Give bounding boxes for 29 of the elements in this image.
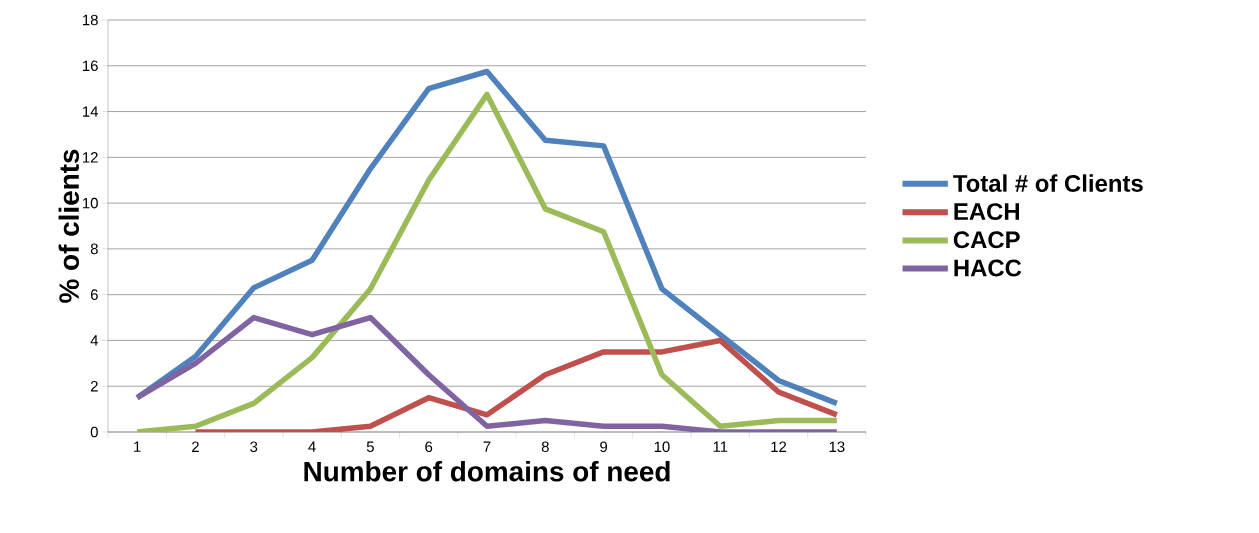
x-axis-title: Number of domains of need <box>304 460 670 482</box>
x-tick-label: 1 <box>134 441 141 452</box>
y-tick-label: 12 <box>83 152 98 163</box>
y-tick-label: 16 <box>83 60 98 72</box>
x-tick-label: 8 <box>541 441 549 453</box>
y-tick-label: 14 <box>83 106 99 117</box>
x-tick-label: 9 <box>600 441 608 453</box>
x-tick-label: 7 <box>483 441 491 452</box>
x-tick-label: 11 <box>713 441 728 452</box>
legend-label: CACP <box>953 231 1020 249</box>
y-axis-title: % of clients <box>58 149 80 303</box>
y-tick-label: 2 <box>90 381 98 392</box>
y-tick-label: 10 <box>83 197 98 209</box>
x-tick-label: 5 <box>366 441 374 452</box>
x-tick-label: 10 <box>654 441 670 453</box>
y-tick-label: 4 <box>90 335 99 346</box>
legend-label: EACH <box>954 203 1019 221</box>
y-tick-label: 0 <box>90 426 98 438</box>
x-tick-label: 12 <box>771 441 787 452</box>
legend-label: Total # of Clients <box>953 174 1143 192</box>
legend-label: HACC <box>954 259 1022 277</box>
x-tick-label: 6 <box>425 441 433 453</box>
y-tick-label: 6 <box>90 289 98 300</box>
x-tick-label: 3 <box>250 441 258 453</box>
x-tick-label: 4 <box>308 441 316 452</box>
x-tick-label: 2 <box>192 441 199 452</box>
y-tick-label: 8 <box>90 243 98 255</box>
y-tick-label: 18 <box>83 14 98 26</box>
x-tick-label: 13 <box>829 441 845 453</box>
